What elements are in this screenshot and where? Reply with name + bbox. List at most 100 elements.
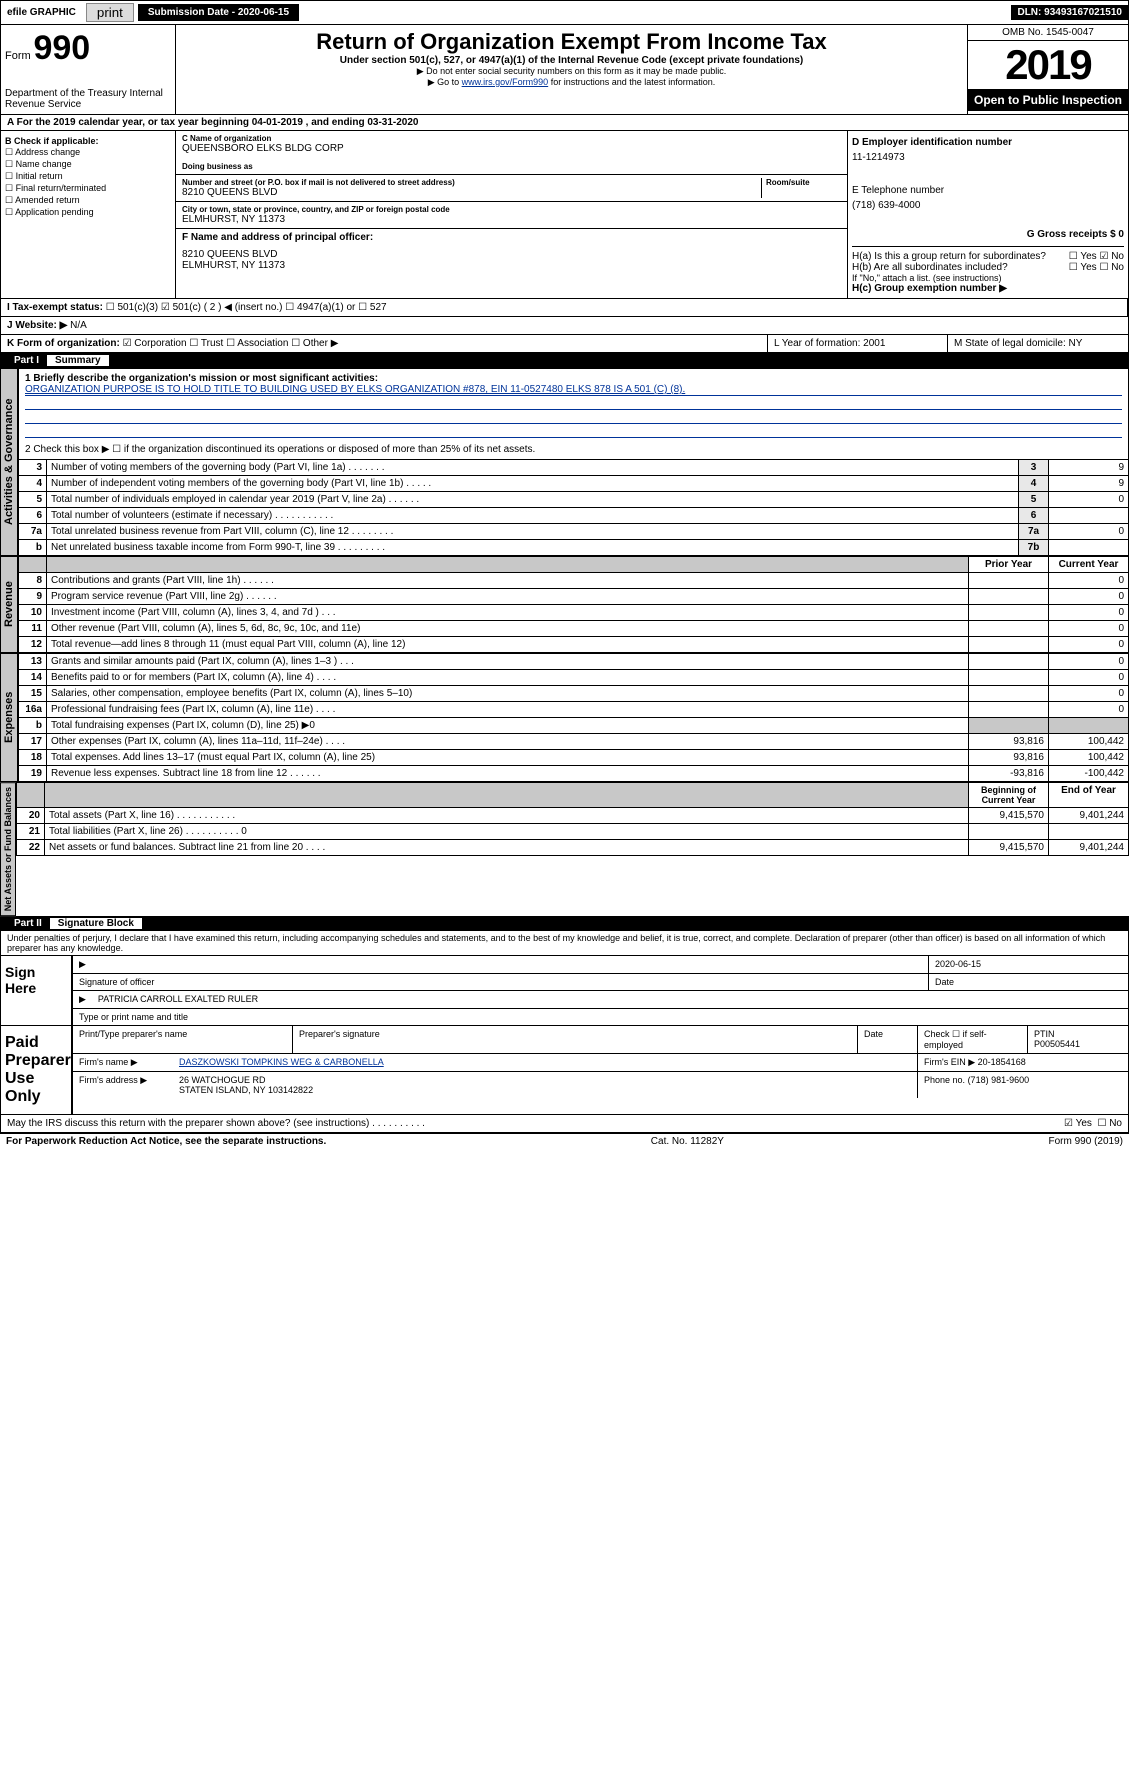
col-begin: Beginning of Current Year [969,783,1049,808]
irs-link[interactable]: www.irs.gov/Form990 [462,77,549,87]
discuss-no[interactable]: ☐ No [1097,1118,1122,1129]
discuss-q: May the IRS discuss this return with the… [7,1118,1064,1129]
ptin: P00505441 [1034,1039,1080,1049]
vtab-rev: Revenue [0,556,18,653]
firm-ein-lbl: Firm's EIN ▶ [924,1057,975,1067]
mission-blank2 [25,410,1122,424]
discuss-yes[interactable]: ☑ Yes [1064,1118,1092,1129]
row-i: I Tax-exempt status: ☐ 501(c)(3) ☑ 501(c… [0,299,1129,317]
tax-exempt-lbl: I Tax-exempt status: [7,302,103,313]
footer-left: For Paperwork Reduction Act Notice, see … [6,1136,326,1147]
gross-receipts: G Gross receipts $ 0 [852,227,1124,242]
chk-initial-return[interactable]: ☐ Initial return [5,171,171,182]
ag-table: 3Number of voting members of the governi… [18,459,1129,556]
colb-hdr: B Check if applicable: [5,136,171,146]
vtab-ag: Activities & Governance [0,368,18,556]
vtab-exp: Expenses [0,653,18,782]
discuss-row: May the IRS discuss this return with the… [0,1115,1129,1133]
mission-blank1 [25,396,1122,410]
period-text: For the 2019 calendar year, or tax year … [17,117,419,128]
info-block: B Check if applicable: ☐ Address change … [0,131,1129,299]
firm-name-link[interactable]: DASZKOWSKI TOMPKINS WEG & CARBONELLA [179,1057,384,1067]
print-button[interactable]: print [86,3,134,22]
open-public: Open to Public Inspection [968,89,1128,111]
exp-table: 13Grants and similar amounts paid (Part … [18,653,1129,782]
period-row: A For the 2019 calendar year, or tax yea… [0,115,1129,131]
row-k: K Form of organization: ☑ Corporation ☐ … [0,335,1129,353]
addr-lbl: Number and street (or P.O. box if mail i… [182,178,761,187]
hb-no[interactable]: ☐ No [1099,262,1124,273]
hb-yes[interactable]: ☐ Yes [1069,262,1097,273]
chk-app-pending[interactable]: ☐ Application pending [5,207,171,218]
sign-here-block: Sign Here ▶2020-06-15 Signature of offic… [0,956,1129,1026]
row-j: J Website: ▶ N/A [0,317,1129,335]
note-ssn: ▶ Do not enter social security numbers o… [180,66,963,77]
form-org-opts[interactable]: ☑ Corporation ☐ Trust ☐ Association ☐ Ot… [123,338,339,349]
hc-lbl: H(c) Group exemption number ▶ [852,283,1124,294]
ha-lbl: H(a) Is this a group return for subordin… [852,251,1046,262]
omb-number: OMB No. 1545-0047 [968,25,1128,41]
section-na: Net Assets or Fund Balances Beginning of… [0,782,1129,916]
city-state-zip: ELMHURST, NY 11373 [182,214,841,225]
state-domicile: M State of legal domicile: NY [948,335,1128,352]
prep-name-hdr: Print/Type preparer's name [73,1026,293,1053]
prep-date-hdr: Date [858,1026,918,1053]
officer-name: PATRICIA CARROLL EXALTED RULER [92,991,1128,1008]
phone-lbl: E Telephone number [852,183,1124,198]
officer-addr2: ELMHURST, NY 11373 [182,260,841,271]
section-ag: Activities & Governance 1 Briefly descri… [0,368,1129,556]
firm-addr1: 26 WATCHOGUE RD [179,1075,266,1085]
sign-date: 2020-06-15 [928,956,1128,973]
hb-lbl: H(b) Are all subordinates included? [852,262,1008,273]
col-b: B Check if applicable: ☐ Address change … [1,131,176,298]
ein: 11-1214973 [852,150,1124,165]
chk-amended[interactable]: ☐ Amended return [5,195,171,206]
header-left: Form 990 Department of the Treasury Inte… [1,25,176,114]
form-header: Form 990 Department of the Treasury Inte… [0,25,1129,115]
chk-address-change[interactable]: ☐ Address change [5,147,171,158]
firm-ein: 20-1854168 [978,1057,1026,1067]
name-type-lbl: Type or print name and title [73,1009,194,1025]
form-org-lbl: K Form of organization: [7,338,120,349]
submission-date: Submission Date - 2020-06-15 [138,4,299,21]
sig-officer-lbl: Signature of officer [73,974,928,990]
form-prefix: Form [5,50,31,62]
dba-lbl: Doing business as [182,162,841,171]
room-lbl: Room/suite [766,178,841,187]
firm-name-lbl: Firm's name ▶ [73,1054,173,1071]
footer: For Paperwork Reduction Act Notice, see … [0,1133,1129,1149]
note-link: ▶ Go to www.irs.gov/Form990 for instruct… [180,77,963,88]
perjury-text: Under penalties of perjury, I declare th… [0,931,1129,956]
part1-header: Part I Summary [0,353,1129,368]
paid-preparer-block: Paid Preparer Use Only Print/Type prepar… [0,1026,1129,1115]
paid-prep-lbl: Paid Preparer Use Only [1,1026,71,1114]
firm-addr-lbl: Firm's address ▶ [73,1072,173,1098]
hb-note: If "No," attach a list. (see instruction… [852,273,1124,283]
name-lbl: C Name of organization [182,134,841,143]
firm-addr2: STATEN ISLAND, NY 103142822 [179,1085,313,1095]
header-mid: Return of Organization Exempt From Incom… [176,25,968,114]
efile-label: efile GRAPHIC [1,5,82,20]
chk-name-change[interactable]: ☐ Name change [5,159,171,170]
street-address: 8210 QUEENS BLVD [182,187,761,198]
chk-final-return[interactable]: ☐ Final return/terminated [5,183,171,194]
form-subtitle: Under section 501(c), 527, or 4947(a)(1)… [180,55,963,66]
col-c: C Name of organization QUEENSBORO ELKS B… [176,131,848,298]
website-lbl: J Website: ▶ [7,320,67,331]
self-emp-chk[interactable]: Check ☐ if self-employed [918,1026,1028,1053]
officer-addr1: 8210 QUEENS BLVD [182,249,841,260]
hb-row: H(b) Are all subordinates included? ☐ Ye… [852,262,1124,273]
form-number: 990 [33,29,90,67]
na-table: Beginning of Current YearEnd of Year 20T… [16,782,1129,856]
ptin-lbl: PTIN [1034,1029,1055,1039]
rev-table: Prior YearCurrent Year 8Contributions an… [18,556,1129,653]
col-d: D Employer identification number 11-1214… [848,131,1128,298]
ha-yes[interactable]: ☐ Yes [1069,251,1097,262]
phone: (718) 639-4000 [852,198,1124,213]
top-bar: efile GRAPHIC print Submission Date - 20… [0,0,1129,25]
sign-here-lbl: Sign Here [1,956,71,1025]
tax-exempt-opts[interactable]: ☐ 501(c)(3) ☑ 501(c) ( 2 ) ◀ (insert no.… [106,302,387,313]
part2-title: Signature Block [50,918,142,929]
form-title: Return of Organization Exempt From Incom… [180,29,963,55]
ha-no[interactable]: ☑ No [1099,251,1124,262]
